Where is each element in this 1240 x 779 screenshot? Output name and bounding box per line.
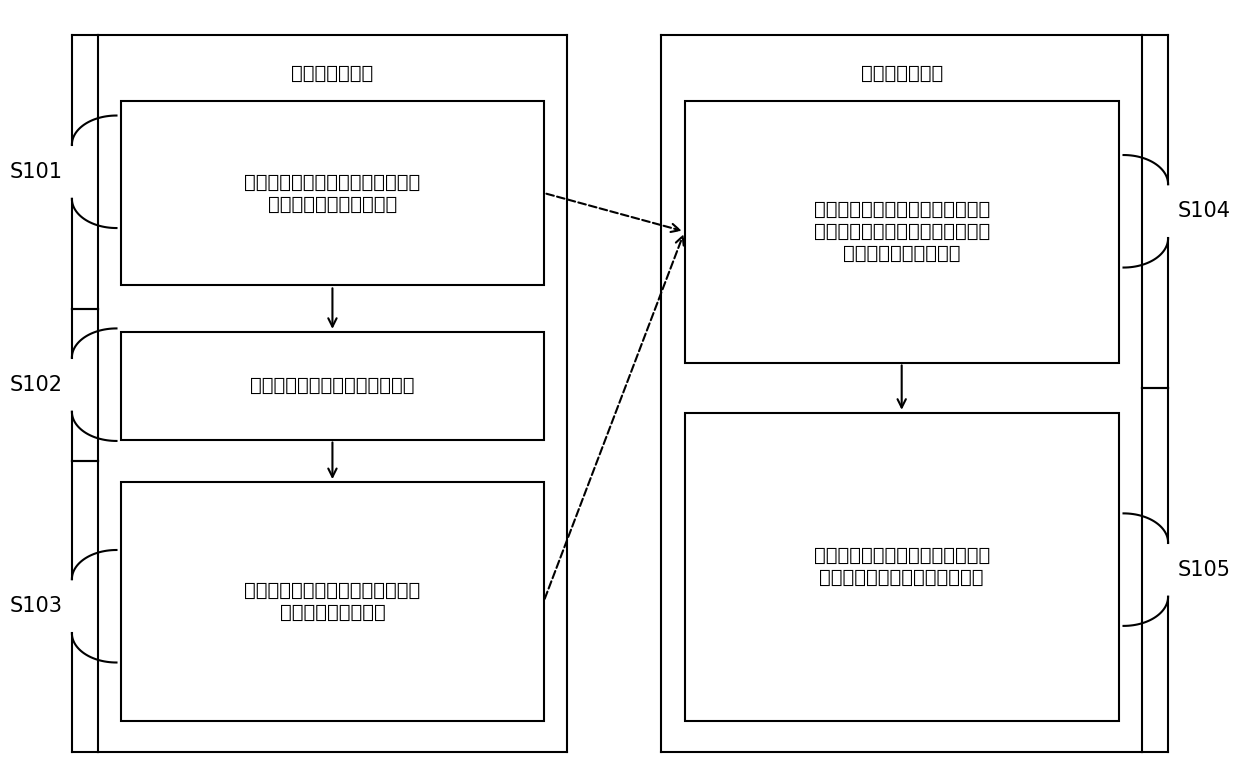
Bar [122,482,543,721]
Bar [684,413,1118,721]
Text: 截断式残差设计: 截断式残差设计 [291,64,373,83]
Text: S101: S101 [10,162,62,182]
Text: 在统计特性分析的基础上进行故障
的幅值估计并分析故障检测性能: 在统计特性分析的基础上进行故障 的幅值估计并分析故障检测性能 [813,546,990,587]
Text: S105: S105 [1178,559,1230,580]
Bar [122,100,543,285]
Text: 设计降维观测器并构建传统残差: 设计降维观测器并构建传统残差 [250,376,414,395]
Text: 设定显著性水平，计算间歇故障发
生时刻和消失时刻的检测阈值，与
标量残差曲线进行比较: 设定显著性水平，计算间歇故障发 生时刻和消失时刻的检测阈值，与 标量残差曲线进行… [813,200,990,263]
Text: S103: S103 [10,596,62,616]
Text: 采用升举法将线性离散时滞系统转
化为线性离散非时滞系统: 采用升举法将线性离散时滞系统转 化为线性离散非时滞系统 [244,172,420,213]
Bar [122,332,543,439]
Text: S102: S102 [10,375,62,395]
Text: S104: S104 [1178,201,1230,221]
Text: 在线检测与分析: 在线检测与分析 [861,64,942,83]
Text: 引入滑动时间窗口，构建截断式残
差并分析其统计特性: 引入滑动时间窗口，构建截断式残 差并分析其统计特性 [244,581,420,622]
Bar [684,100,1118,362]
